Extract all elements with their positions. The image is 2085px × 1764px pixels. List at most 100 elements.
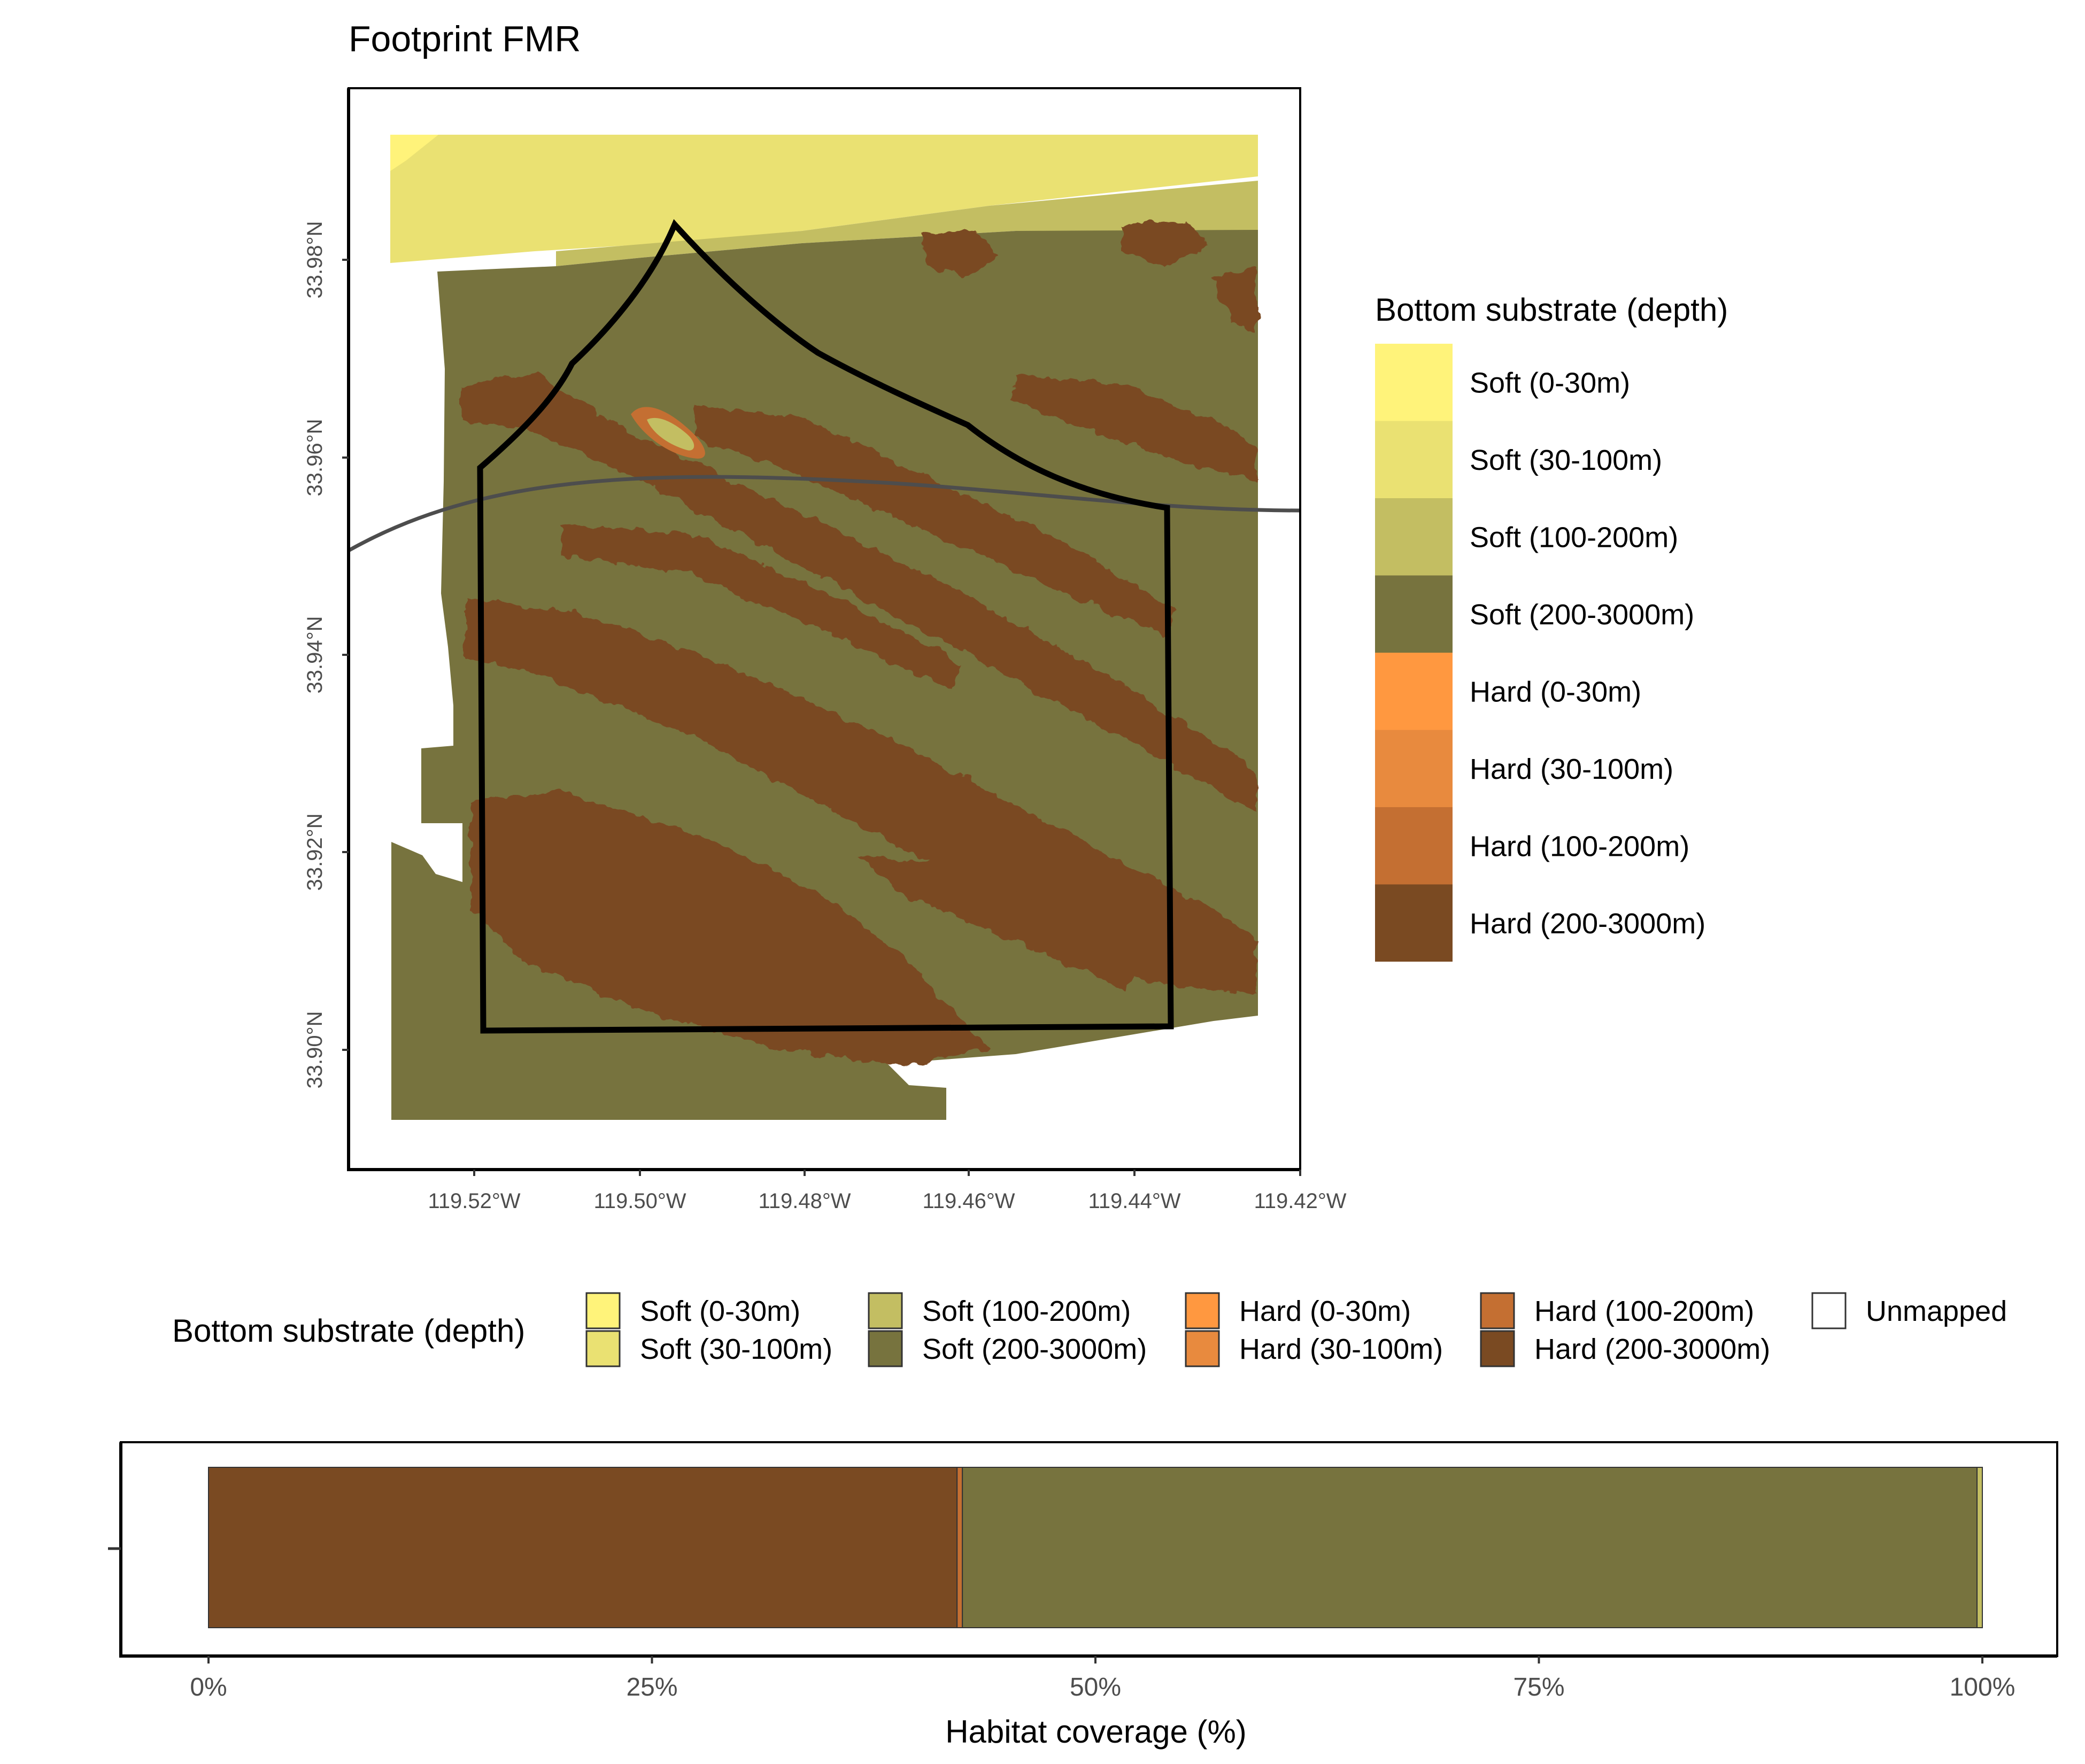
coverage-x-tick: 100% [1950,1656,2016,1701]
lat-tick-label: 33.90°N [303,1011,327,1089]
coverage-x-tick-label: 75% [1513,1673,1564,1701]
coverage-x-tick: 0% [190,1656,227,1701]
legend-bottom-item: Hard (30-100m) [1185,1330,1443,1367]
legend-right-label: Hard (200-3000m) [1470,908,1705,940]
legend-right-item: Soft (0-30m) [1375,344,1630,421]
legend-right-title: Bottom substrate (depth) [1375,292,1728,328]
bar-segment [1976,1467,1983,1628]
legend-right-item: Soft (30-100m) [1375,421,1662,498]
lon-tick-label: 119.46°W [922,1189,1015,1213]
map-axis-lines [347,88,1300,1171]
legend-bottom-swatch [868,1330,903,1367]
lat-tick-label: 33.94°N [303,616,327,694]
legend-right-label: Hard (0-30m) [1470,676,1641,708]
lon-tick: 119.48°W [758,1170,851,1213]
lat-tick-label: 33.92°N [303,814,327,891]
legend-right-swatch [1375,807,1453,885]
legend-bottom-items: Soft (0-30m) Soft (30-100m) Soft (100-200m… [585,1292,2007,1367]
legend-bottom-swatch [1811,1292,1847,1329]
bar-segment [962,1467,1978,1628]
legend-right-label: Soft (30-100m) [1470,444,1662,476]
legend-bottom-item: Soft (100-200m) [868,1292,1131,1329]
legend-bottom-swatch [1480,1292,1515,1329]
coverage-x-tick-label: 100% [1950,1673,2016,1701]
lon-axis: 119.52°W 119.50°W 119.48°W 119.46°W 119.… [428,1170,1347,1213]
lon-tick: 119.46°W [922,1170,1015,1213]
bar-segments [208,1467,1983,1628]
legend-bottom-title: Bottom substrate (depth) [172,1313,525,1349]
legend-right-item: Soft (100-200m) [1375,498,1678,576]
legend-right-swatch [1375,730,1453,807]
legend-bottom-item: Soft (200-3000m) [868,1330,1147,1367]
lon-tick-label: 119.42°W [1254,1189,1346,1213]
bar-segment [956,1467,963,1628]
map-title: Footprint FMR [349,19,581,59]
coverage-chart: 0% 25% 50% 75% 100% Habitat coverage (%) [108,1441,2058,1750]
map-panel: 33.98°N 33.96°N 33.94°N 33.92°N 33.90°N [303,87,1347,1213]
lon-tick-label: 119.52°W [428,1189,520,1213]
lat-tick: 33.90°N [303,1011,349,1089]
legend-bottom: Bottom substrate (depth) Soft (0-30m)Sof… [172,1292,2007,1367]
legend-right-item: Hard (200-3000m) [1375,884,1705,962]
coverage-axis-lines [119,1442,2057,1658]
lon-tick-label: 119.50°W [593,1189,686,1213]
lat-tick-label: 33.96°N [303,419,327,497]
legend-bottom-label: Unmapped [1866,1295,2007,1327]
legend-right-item: Soft (200-3000m) [1375,575,1694,653]
legend-right-label: Soft (0-30m) [1470,367,1630,399]
coverage-x-tick-label: 25% [626,1673,677,1701]
habitat-raster [349,135,1300,1120]
legend-right-label: Hard (100-200m) [1470,830,1689,862]
coverage-x-tick-label: 50% [1070,1673,1121,1701]
legend-right-item: Hard (0-30m) [1375,653,1641,730]
raster-hard-200-3000 [460,222,1256,1066]
legend-bottom-label: Hard (200-3000m) [1534,1333,1770,1365]
legend-right-swatch [1375,575,1453,653]
raster-soft-30-100 [390,135,1258,263]
legend-bottom-label: Soft (200-3000m) [922,1333,1147,1365]
legend-bottom-label: Hard (0-30m) [1239,1295,1411,1327]
legend-bottom-swatch [1480,1330,1515,1367]
raster-soft-100-200-patch [647,417,694,451]
lat-tick: 33.96°N [303,419,349,497]
lon-tick: 119.50°W [593,1170,686,1213]
legend-bottom-label: Soft (100-200m) [922,1295,1131,1327]
lat-tick-label: 33.98°N [303,221,327,299]
legend-bottom-swatch [1185,1330,1220,1367]
legend-bottom-item: Soft (0-30m) [585,1292,800,1329]
legend-bottom-swatch [585,1292,621,1329]
lat-tick: 33.92°N [303,814,349,891]
coverage-x-title: Habitat coverage (%) [945,1714,1247,1750]
lon-tick: 119.52°W [428,1170,521,1213]
legend-right-label: Soft (100-200m) [1470,521,1678,553]
legend-bottom-label: Soft (0-30m) [640,1295,800,1327]
legend-right-swatch [1375,344,1453,421]
legend-bottom-label: Hard (100-200m) [1534,1295,1754,1327]
lon-tick-label: 119.44°W [1088,1189,1180,1213]
legend-right-label: Hard (30-100m) [1470,753,1673,785]
raster-soft-100-200 [556,181,1258,266]
legend-bottom-item: Hard (200-3000m) [1480,1330,1770,1367]
legend-right-swatch [1375,498,1453,576]
legend-bottom-swatch [1185,1292,1220,1329]
footprint-polygon [477,219,1174,1034]
legend-right-item: Hard (30-100m) [1375,730,1673,807]
lon-tick: 119.42°W [1254,1170,1347,1213]
coverage-x-tick: 50% [1070,1656,1121,1701]
legend-bottom-item: Unmapped [1811,1292,2007,1329]
coverage-x-tick: 25% [626,1656,678,1701]
legend-bottom-label: Soft (30-100m) [640,1333,832,1365]
legend-right-swatch [1375,421,1453,498]
coverage-x-tick: 75% [1513,1656,1565,1701]
legend-bottom-label: Hard (30-100m) [1239,1333,1443,1365]
lat-tick: 33.94°N [303,616,349,694]
coverage-x-axis: 0% 25% 50% 75% 100% [190,1656,2015,1701]
legend-bottom-swatch [585,1330,621,1367]
bar-segment [208,1467,958,1628]
legend-right-item: Hard (100-200m) [1375,807,1689,885]
lon-tick: 119.44°W [1088,1170,1181,1213]
legend-right: Bottom substrate (depth) Soft (0-30m)Sof… [1375,292,1728,962]
lat-tick: 33.98°N [303,221,349,299]
legend-right-items: Soft (0-30m) Soft (30-100m) Soft (100-200m… [1375,344,1705,962]
